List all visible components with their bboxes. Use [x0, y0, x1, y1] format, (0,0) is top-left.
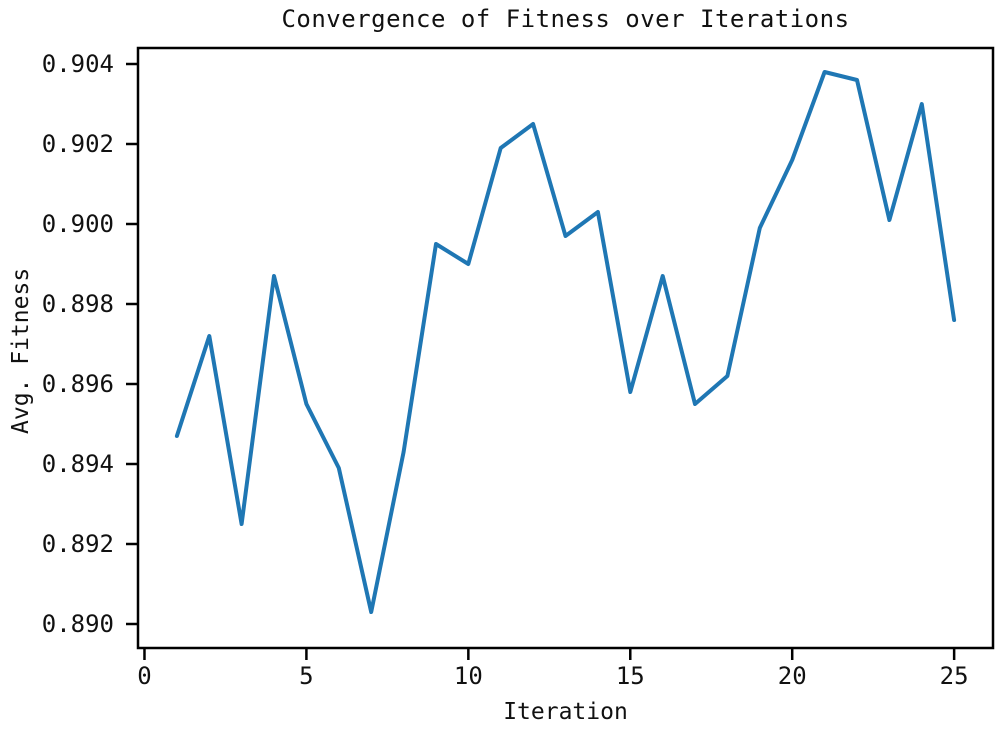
- x-tick-label: 5: [299, 662, 313, 690]
- x-tick-label: 0: [137, 662, 151, 690]
- chart-title: Convergence of Fitness over Iterations: [281, 5, 850, 33]
- y-tick-label: 0.894: [42, 450, 114, 478]
- plot-border: [136, 46, 995, 650]
- y-tick-label: 0.902: [42, 130, 114, 158]
- data-line: [174, 70, 957, 614]
- y-tick-label: 0.890: [42, 610, 114, 638]
- x-tick-label: 10: [454, 662, 483, 690]
- x-tick-label: 20: [778, 662, 807, 690]
- y-tick-label: 0.896: [42, 370, 114, 398]
- y-tick-label: 0.900: [42, 210, 114, 238]
- y-tick-label: 0.904: [42, 50, 114, 78]
- y-tick-label: 0.892: [42, 530, 114, 558]
- x-tick-label: 25: [940, 662, 969, 690]
- x-axis-label: Iteration: [503, 699, 628, 725]
- y-tick-label: 0.898: [42, 290, 114, 318]
- x-tick-label: 15: [616, 662, 645, 690]
